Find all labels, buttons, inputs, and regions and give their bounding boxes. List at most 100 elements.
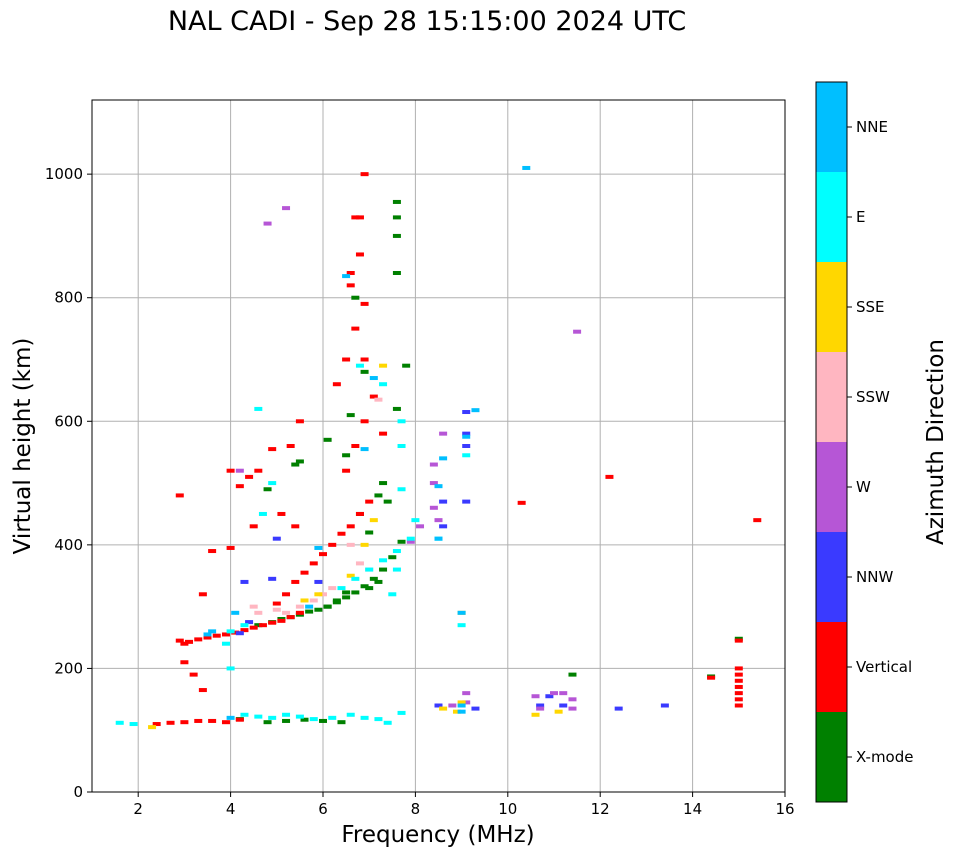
colorbar-swatch [816,532,847,622]
data-point [245,474,254,479]
data-point [166,720,175,725]
data-point [392,271,401,275]
data-point [319,718,327,723]
data-point [295,714,304,719]
data-point [203,635,212,640]
data-point [235,484,244,489]
data-point [203,632,212,637]
data-point [235,468,244,473]
series-sse [148,363,563,730]
data-point [342,453,351,458]
data-point [397,539,406,544]
data-point [346,524,355,529]
data-point [235,717,244,722]
data-point [374,397,383,402]
data-point [295,419,304,424]
data-point [245,620,254,625]
data-point [175,493,184,498]
data-point [369,576,378,581]
data-point [734,691,743,696]
data-point [342,357,351,362]
data-point [282,718,291,723]
data-point [226,666,235,671]
data-point [286,615,295,620]
data-point [351,444,360,448]
data-point [383,720,392,725]
series-nnw [235,410,669,711]
data-point [254,468,263,473]
data-point [434,703,443,708]
data-point [355,511,364,516]
data-point [226,468,235,473]
colorbar-tick-label: Vertical [856,658,912,676]
data-point [531,694,540,699]
data-point [434,536,443,541]
data-point [148,725,157,730]
data-point [369,518,378,523]
data-point [309,561,318,566]
data-point [439,456,448,461]
x-ticks: 2 4 6 8 10 12 14 16 [133,792,795,818]
data-point [369,376,378,381]
data-point [550,691,558,696]
data-point [397,419,406,424]
data-point [360,447,369,452]
data-point [305,604,314,609]
data-point [346,283,355,288]
data-point [268,715,277,720]
data-point [554,709,563,714]
data-point [411,518,420,523]
data-point [457,709,466,714]
data-point [457,703,466,708]
data-point [439,706,448,711]
data-point [462,499,471,504]
data-point [379,558,388,563]
colorbar-tick-label: SSW [856,388,890,406]
colorbar-swatch [816,712,847,802]
data-point [379,363,388,368]
data-point [254,714,263,719]
data-point [342,468,351,473]
data-point [282,206,291,211]
data-point [360,301,369,306]
x-tick-label: 12 [591,800,610,818]
data-point [180,720,189,725]
data-point [180,641,189,646]
data-point [323,604,332,609]
data-point [319,552,327,557]
x-tick-label: 10 [498,800,517,818]
data-point [351,590,360,595]
series-w [235,206,582,711]
data-point [346,712,355,717]
data-point [406,536,415,541]
data-point [152,722,161,727]
y-tick-label: 0 [73,783,83,801]
data-point [272,607,281,612]
data-point [282,610,291,615]
data-point [268,447,277,452]
x-tick-label: 8 [411,800,421,818]
data-point [462,434,471,439]
data-point [240,579,249,584]
data-point [462,453,471,458]
data-point [388,555,397,560]
data-point [332,382,341,387]
data-point [208,549,217,554]
data-point [346,542,355,547]
data-point [263,720,272,725]
data-point [231,610,240,615]
data-point [314,607,323,612]
data-point [221,720,230,725]
colorbar-tick-label: E [856,208,865,226]
data-point [300,598,309,603]
data-point [392,406,401,411]
data-point [309,598,318,603]
data-point [198,592,207,597]
data-point [392,233,401,238]
x-tick-label: 16 [775,800,794,818]
data-point [194,637,203,642]
data-point [734,678,743,683]
data-point [734,672,743,677]
data-point [374,579,383,584]
